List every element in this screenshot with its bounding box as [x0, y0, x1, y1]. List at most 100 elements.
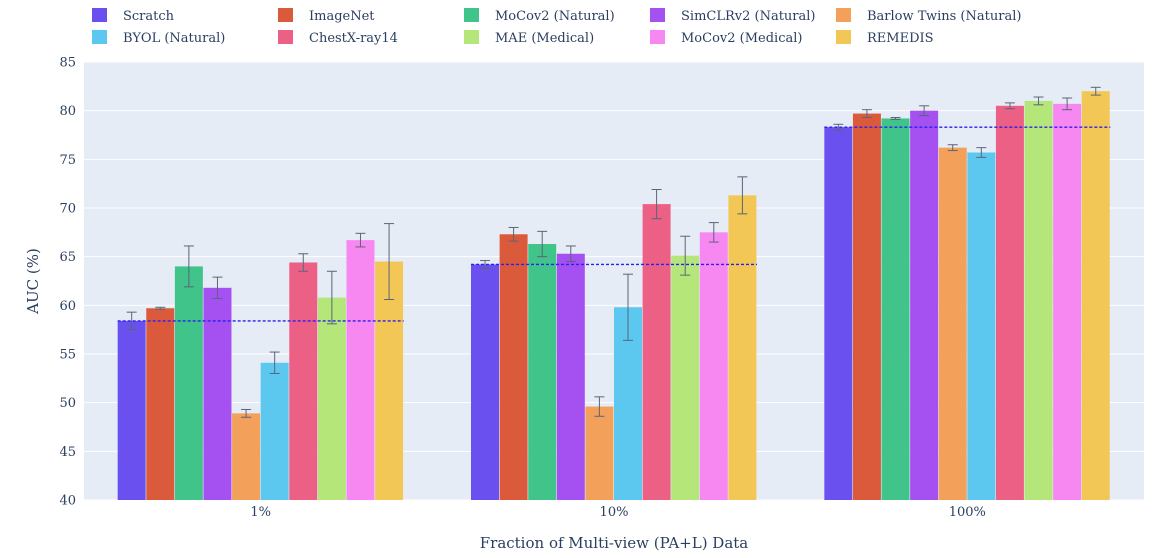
bar-barlow-twins-natural-10: [585, 406, 614, 500]
error-bar-byol-natural-100: [976, 147, 987, 158]
x-axis-ticks: 1% 10% 100%: [250, 505, 986, 520]
x-axis-title: Fraction of Multi-view (PA+L) Data: [480, 534, 749, 552]
bar-mae-medical-100: [1024, 100, 1053, 500]
x-tick-label: 10%: [600, 505, 629, 520]
y-tick-label: 80: [59, 104, 76, 119]
error-bar-barlow-twins-natural-1: [241, 408, 252, 418]
bar-mocov2-medical-10: [699, 232, 728, 501]
bar-imagenet-100: [852, 113, 881, 500]
error-bar-mae-medical-1: [326, 270, 337, 325]
error-bar-scratch-1: [126, 311, 137, 331]
y-tick-label: 70: [59, 202, 76, 217]
error-bar-simclrv2-natural-10: [565, 245, 576, 263]
legend-swatch: [464, 30, 479, 44]
bar-mocov2-natural-1: [174, 266, 203, 500]
legend-swatch: [650, 8, 665, 22]
legend-item-simclrv2-natural[interactable]: SimCLRv2 (Natural): [650, 8, 816, 24]
bar-simclrv2-natural-100: [910, 110, 939, 501]
legend-item-barlow-twins-natural[interactable]: Barlow Twins (Natural): [836, 8, 1021, 24]
bar-remedis-100: [1081, 91, 1110, 500]
error-bar-byol-natural-1: [269, 351, 280, 374]
error-bar-imagenet-10: [508, 226, 519, 242]
error-bar-mocov2-natural-1: [183, 245, 194, 288]
error-bar-barlow-twins-natural-10: [594, 396, 605, 417]
error-bar-byol-natural-10: [623, 273, 633, 341]
error-bar-mocov2-medical-10: [708, 222, 719, 243]
bar-byol-natural-100: [967, 152, 996, 500]
legend-label: Barlow Twins (Natural): [867, 9, 1021, 24]
bar-mae-medical-10: [671, 255, 700, 500]
legend-label: BYOL (Natural): [123, 31, 225, 46]
error-bar-simclrv2-natural-100: [919, 105, 930, 117]
error-bar-mocov2-natural-10: [537, 230, 548, 258]
error-bar-simclrv2-natural-1: [212, 276, 223, 300]
legend-swatch: [464, 8, 479, 22]
legend-swatch: [650, 30, 665, 44]
bar-mocov2-natural-100: [881, 118, 910, 500]
legend-item-mae-medical[interactable]: MAE (Medical): [464, 30, 594, 46]
bar-chestx-ray14-1: [289, 262, 318, 500]
legend-item-byol-natural[interactable]: BYOL (Natural): [92, 30, 225, 46]
error-bar-mocov2-medical-1: [355, 232, 366, 248]
y-tick-label: 85: [59, 56, 76, 71]
error-bar-chestx-ray14-100: [1004, 102, 1015, 110]
y-axis-title: AUC (%): [24, 248, 42, 315]
legend-item-mocov2-natural[interactable]: MoCov2 (Natural): [464, 8, 615, 24]
error-bar-chestx-ray14-1: [298, 253, 309, 272]
bar-mocov2-medical-100: [1053, 103, 1082, 500]
y-tick-label: 50: [59, 396, 76, 411]
error-bar-mae-medical-10: [680, 235, 691, 276]
error-bar-barlow-twins-natural-100: [947, 144, 958, 152]
error-bar-imagenet-100: [861, 109, 872, 118]
legend-label: ImageNet: [309, 9, 375, 24]
error-bar-remedis-1: [384, 223, 395, 300]
bar-barlow-twins-natural-1: [232, 413, 261, 500]
error-bar-mocov2-medical-100: [1062, 97, 1073, 111]
legend-item-remedis[interactable]: REMEDIS: [836, 30, 934, 46]
error-bar-chestx-ray14-10: [651, 189, 662, 220]
error-bar-remedis-10: [737, 176, 748, 215]
legend-swatch: [92, 30, 107, 44]
bar-remedis-10: [728, 195, 757, 500]
y-tick-label: 40: [59, 494, 76, 509]
legend-label: REMEDIS: [867, 31, 934, 46]
legend-label: ChestX-ray14: [309, 31, 398, 46]
legend-item-imagenet[interactable]: ImageNet: [278, 8, 375, 24]
legend-swatch: [278, 8, 293, 22]
error-bar-mocov2-natural-100: [890, 116, 901, 120]
y-tick-label: 65: [59, 250, 76, 265]
legend: Scratch ImageNet MoCov2 (Natural) SimCLRv2 …: [92, 8, 1021, 46]
legend-label: SimCLRv2 (Natural): [681, 9, 816, 24]
bar-chestx-ray14-10: [642, 204, 671, 500]
y-tick-label: 75: [59, 153, 76, 168]
legend-label: MoCov2 (Natural): [495, 9, 615, 24]
bar-imagenet-1: [146, 308, 175, 500]
error-bar-mae-medical-100: [1033, 96, 1044, 106]
x-tick-label: 1%: [250, 505, 271, 520]
bar-mae-medical-1: [317, 297, 346, 500]
legend-swatch: [278, 30, 293, 44]
x-tick-label: 100%: [949, 505, 986, 520]
legend-item-mocov2-medical[interactable]: MoCov2 (Medical): [650, 30, 802, 46]
bar-imagenet-10: [499, 234, 528, 500]
legend-label: MAE (Medical): [495, 31, 594, 46]
bar-barlow-twins-natural-100: [938, 147, 967, 501]
bar-simclrv2-natural-10: [556, 253, 585, 500]
bar-scratch-100: [824, 127, 853, 501]
bar-byol-natural-1: [260, 362, 289, 500]
error-bar-scratch-100: [833, 123, 844, 131]
legend-label: MoCov2 (Medical): [681, 31, 802, 46]
bar-mocov2-medical-1: [346, 240, 375, 500]
bar-scratch-1: [117, 320, 146, 500]
scratch-baselines: [117, 126, 1111, 322]
error-bar-remedis-100: [1090, 86, 1101, 96]
bar-simclrv2-natural-1: [203, 287, 232, 500]
legend-item-chestx-ray14[interactable]: ChestX-ray14: [278, 30, 398, 46]
legend-label: Scratch: [123, 9, 175, 24]
legend-swatch: [836, 8, 851, 22]
error-bar-scratch-10: [480, 260, 490, 269]
bars: [117, 86, 1110, 501]
bar-mocov2-natural-10: [528, 244, 557, 500]
legend-item-scratch[interactable]: Scratch: [92, 8, 175, 24]
